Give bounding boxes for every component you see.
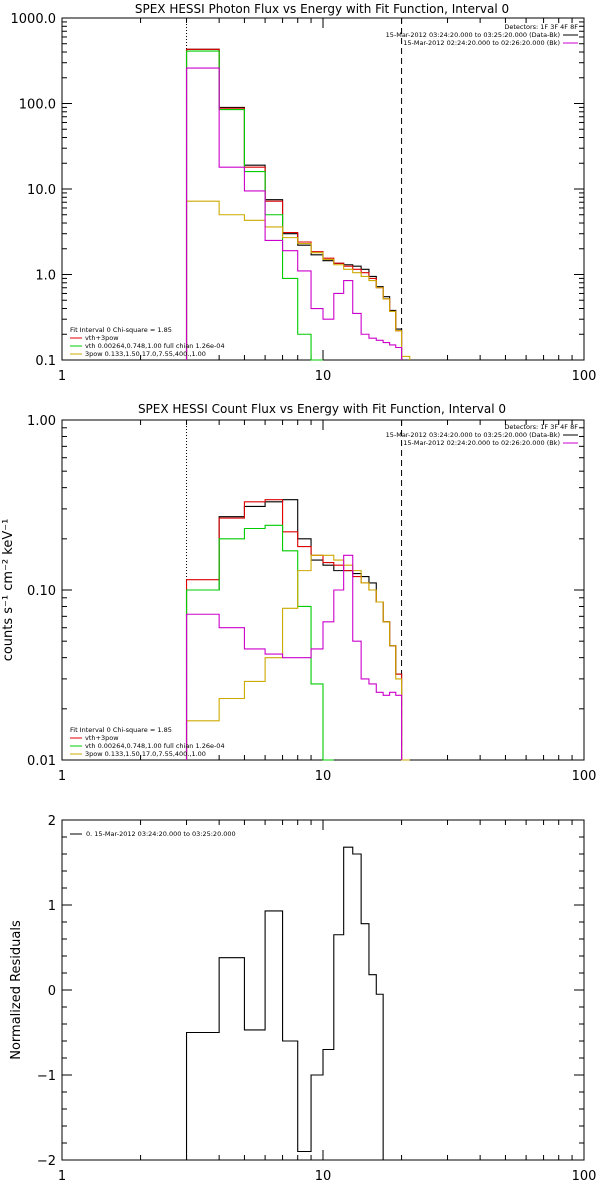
legend-header: Fit Interval 0 Chi-square = 1.85 [70, 326, 172, 334]
y-tick-label: 100.0 [19, 98, 56, 113]
y-axis-label: Normalized Residuals [9, 920, 24, 1060]
y-tick-label: 1000.0 [11, 12, 57, 27]
photon-flux-panel: SPEX HESSI Photon Flux vs Energy with Fi… [11, 2, 597, 384]
chart-title: SPEX HESSI Photon Flux vs Energy with Fi… [135, 2, 509, 16]
y-tick-label: 1 [48, 899, 56, 914]
x-tick-label: 1 [58, 1169, 66, 1184]
legend-entry: 0. 15-Mar-2012 03:24:20.000 to 03:25:20.… [86, 830, 236, 838]
y-tick-label: 1.0 [35, 269, 56, 284]
data-series [185, 846, 384, 1160]
series-line [185, 67, 403, 360]
x-tick-label: 10 [315, 769, 332, 784]
legend-entry: 3pow 0.133,1.50,17.0,7.55,400.,1.00 [85, 350, 206, 358]
legend-header: Fit Interval 0 Chi-square = 1.85 [70, 726, 172, 734]
legend-bottom-left: Fit Interval 0 Chi-square = 1.85 vth+3po… [70, 726, 225, 758]
plot-frame [61, 819, 585, 1161]
legend-entry: vth 0.00264,0.748,1.00 full chian 1.26e-… [85, 342, 225, 350]
legend-top-right: Detectors: 1F 3F 4F 8F 15-Mar-2012 03:24… [386, 423, 579, 447]
y-tick-label: 0.1 [35, 354, 56, 369]
legend-entry: 3pow 0.133,1.50,17.0,7.55,400.,1.00 [85, 750, 206, 758]
legend-entry: vth+3pow [85, 734, 119, 742]
y-tick-label: 1.00 [27, 414, 56, 429]
axis-ticks: 1 10 100 −2 −1 0 1 2 [37, 814, 597, 1184]
legend-entry: 15-Mar-2012 03:24:20.000 to 03:25:20.000… [386, 431, 560, 439]
x-tick-label: 100 [572, 369, 597, 384]
chart-title: SPEX HESSI Count Flux vs Energy with Fit… [138, 402, 506, 416]
y-tick-label: 0.01 [27, 754, 56, 769]
x-tick-label: 10 [315, 1169, 332, 1184]
y-tick-label: 10.0 [27, 183, 56, 198]
legend-entry: vth 0.00264,0.748,1.00 full chian 1.26e-… [85, 742, 225, 750]
series-line [185, 50, 323, 361]
legend-detectors: Detectors: 1F 3F 4F 8F [504, 23, 578, 31]
x-tick-label: 10 [315, 369, 332, 384]
y-tick-label: 0.10 [27, 584, 56, 599]
legend-entry: 15-Mar-2012 02:24:20.000 to 02:26:20.000… [403, 39, 560, 47]
data-series [185, 48, 411, 361]
legend-entry: vth+3pow [85, 334, 119, 342]
y-tick-label: 0 [48, 984, 56, 999]
count-flux-panel: SPEX HESSI Count Flux vs Energy with Fit… [1, 402, 596, 784]
legend-top-right: Detectors: 1F 3F 4F 8F 15-Mar-2012 03:24… [386, 23, 579, 47]
series-line [185, 524, 334, 761]
data-series [185, 499, 410, 761]
residuals-panel: Normalized Residuals 1 10 100 −2 −1 0 1 2 0. 15… [9, 814, 596, 1184]
series-line [185, 846, 384, 1160]
legend-bottom-left: Fit Interval 0 Chi-square = 1.85 vth+3po… [70, 326, 225, 358]
x-tick-label: 100 [572, 769, 597, 784]
y-tick-label: −2 [37, 1154, 56, 1169]
legend-top-left: 0. 15-Mar-2012 03:24:20.000 to 03:25:20.… [70, 830, 236, 838]
legend-entry: 15-Mar-2012 02:24:20.000 to 02:26:20.000… [403, 439, 560, 447]
series-line [185, 554, 403, 760]
y-tick-label: −1 [37, 1069, 56, 1084]
x-tick-label: 100 [572, 1169, 597, 1184]
y-axis-label: counts s⁻¹ cm⁻² keV⁻¹ [1, 519, 16, 662]
x-tick-label: 1 [58, 369, 66, 384]
x-tick-label: 1 [58, 769, 66, 784]
legend-detectors: Detectors: 1F 3F 4F 8F [504, 423, 578, 431]
y-tick-label: 2 [48, 814, 56, 829]
legend-entry: 15-Mar-2012 03:24:20.000 to 03:25:20.000… [386, 31, 560, 39]
